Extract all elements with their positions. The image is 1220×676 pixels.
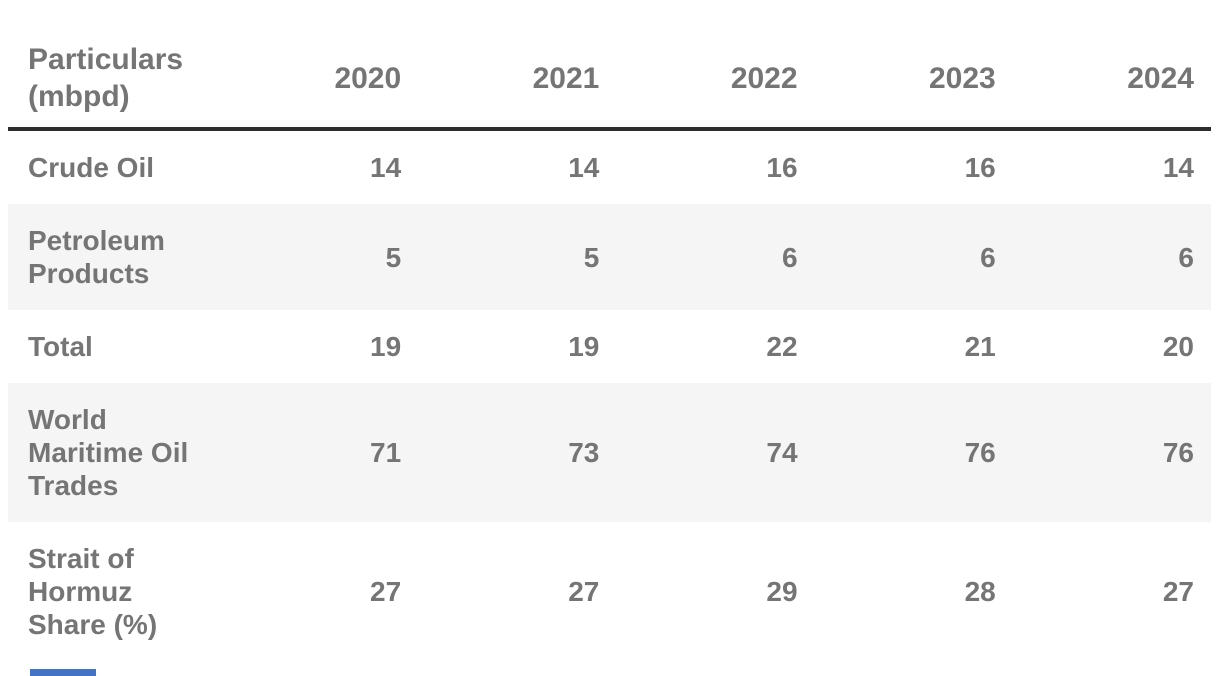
- header-year-2021: 2021: [418, 0, 617, 131]
- cell-value: 27: [370, 576, 402, 607]
- row-label: World Maritime Oil Trades: [28, 404, 189, 501]
- cell-value: 6: [781, 241, 798, 273]
- header-year-2024: 2024: [1012, 0, 1211, 131]
- cell-value: 73: [568, 437, 600, 468]
- row-label: Total: [28, 331, 93, 362]
- cell-value: 21: [964, 331, 996, 362]
- cell-value: 76: [964, 437, 996, 468]
- cell-value: 27: [568, 576, 600, 607]
- row-label: Crude Oil: [28, 152, 155, 183]
- cell-value: 14: [1162, 152, 1194, 183]
- header-year-2023: 2023: [814, 0, 1013, 131]
- cell-value: 20: [1162, 331, 1194, 362]
- row-label: Petroleum Products: [28, 225, 165, 289]
- header-year-2022: 2022: [616, 0, 815, 131]
- cell-value: 16: [766, 152, 798, 183]
- header-particulars: Particulars (mbpd): [8, 0, 220, 131]
- cell-value: 19: [568, 331, 600, 362]
- table-row: Strait of Hormuz Share (%) 27 27 29 28 27: [8, 522, 1211, 661]
- oil-trade-table: Particulars (mbpd) 2020 2021 2022 2023 2024 C…: [8, 0, 1211, 661]
- cell-value: 22: [766, 331, 798, 362]
- cell-value: 5: [385, 241, 402, 273]
- cell-value: 74: [766, 437, 798, 468]
- cell-value: 14: [370, 152, 402, 183]
- cell-value: 28: [964, 576, 996, 607]
- row-label: Strait of Hormuz Share (%): [28, 543, 158, 640]
- partial-blue-element: [30, 669, 96, 676]
- cell-value: 71: [370, 437, 402, 468]
- cell-value: 27: [1162, 576, 1194, 607]
- header-row: Particulars (mbpd) 2020 2021 2022 2023 2024: [8, 0, 1211, 131]
- table-header: Particulars (mbpd) 2020 2021 2022 2023 2024: [8, 0, 1211, 131]
- table-row: Petroleum Products 5 5 6 6 6: [8, 204, 1211, 310]
- table-row: World Maritime Oil Trades 71 73 74 76 76: [8, 383, 1211, 522]
- cell-value: 19: [370, 331, 402, 362]
- cell-value: 5: [583, 241, 600, 273]
- cell-value: 6: [980, 241, 996, 273]
- cell-value: 14: [568, 152, 600, 183]
- cell-value: 16: [964, 152, 996, 183]
- table-row: Total 19 19 22 21 20: [8, 310, 1211, 383]
- table-body: Crude Oil 14 14 16 16 14 Petroleum Products 5 5 6…: [8, 129, 1211, 661]
- cell-value: 29: [766, 576, 798, 607]
- cell-value: 76: [1162, 437, 1194, 468]
- table-row: Crude Oil 14 14 16 16 14: [8, 129, 1211, 204]
- header-year-2020: 2020: [220, 0, 419, 131]
- cell-value: 6: [1178, 241, 1194, 273]
